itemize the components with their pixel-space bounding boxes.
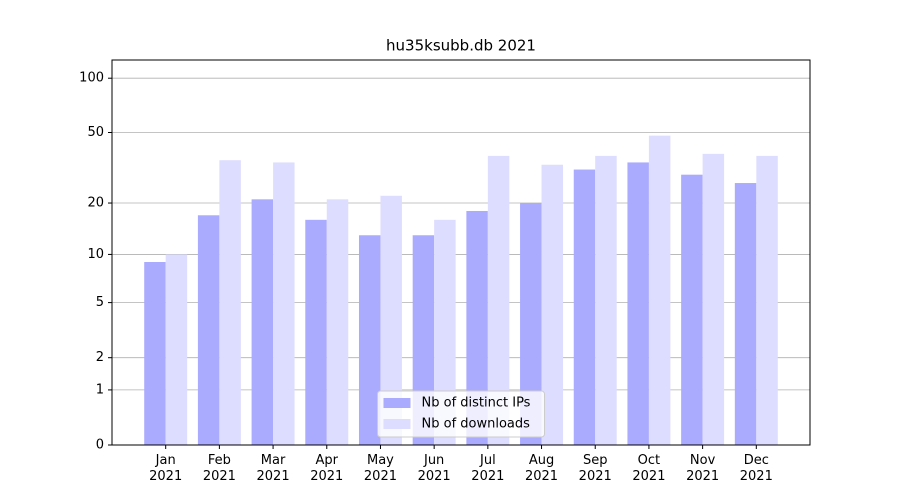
x-tick-label: May 2021 bbox=[363, 453, 397, 484]
y-tick-label: 20 bbox=[87, 196, 104, 211]
bar bbox=[487, 155, 510, 445]
bar bbox=[681, 174, 703, 445]
y-tick-label: 0 bbox=[96, 438, 104, 453]
bar bbox=[144, 261, 166, 445]
legend: Nb of distinct IPs Nb of downloads bbox=[377, 390, 545, 438]
bar bbox=[434, 219, 456, 445]
bar bbox=[702, 153, 725, 445]
bar bbox=[627, 162, 649, 445]
bar bbox=[541, 164, 564, 445]
x-tick-label: Mar 2021 bbox=[256, 453, 290, 484]
legend-box bbox=[377, 390, 545, 438]
y-tick-label: 5 bbox=[96, 295, 104, 310]
bar bbox=[251, 199, 274, 445]
plot-frame bbox=[111, 59, 811, 446]
x-tick-label: Jun 2021 bbox=[417, 453, 451, 484]
y-tick-label: 100 bbox=[79, 71, 104, 86]
bar bbox=[165, 254, 188, 445]
bar bbox=[358, 235, 381, 445]
x-tick-label: Dec 2021 bbox=[739, 453, 773, 484]
x-tick-label: Jul 2021 bbox=[471, 453, 505, 484]
legend-swatch bbox=[383, 398, 411, 408]
legend-label: Nb of distinct IPs bbox=[422, 396, 531, 411]
bar bbox=[326, 199, 349, 445]
x-tick-label: Oct 2021 bbox=[632, 453, 666, 484]
legend-swatch bbox=[383, 419, 411, 429]
bar bbox=[197, 215, 220, 445]
bar bbox=[734, 183, 757, 445]
y-tick-label: 2 bbox=[96, 350, 104, 365]
bar bbox=[219, 160, 241, 446]
x-tick-label: Sep 2021 bbox=[578, 453, 612, 484]
legend-label: Nb of downloads bbox=[422, 417, 531, 432]
bar bbox=[756, 155, 778, 445]
x-tick-label: Apr 2021 bbox=[310, 453, 344, 484]
bar bbox=[380, 195, 402, 445]
x-tick-label: Jan 2021 bbox=[149, 453, 183, 484]
y-tick-label: 10 bbox=[87, 247, 104, 262]
x-tick-label: Nov 2021 bbox=[686, 453, 720, 484]
bar bbox=[573, 169, 596, 445]
x-tick-label: Feb 2021 bbox=[202, 453, 236, 484]
bar bbox=[520, 203, 542, 445]
x-tick-label: Aug 2021 bbox=[524, 453, 559, 484]
bar bbox=[273, 162, 295, 445]
y-tick-label: 1 bbox=[96, 382, 104, 397]
bar bbox=[648, 135, 671, 445]
bar bbox=[305, 219, 327, 445]
y-tick-label: 50 bbox=[87, 125, 104, 140]
bar bbox=[595, 155, 617, 445]
bar bbox=[466, 210, 488, 445]
chart-title: hu35ksubb.db 2021 bbox=[386, 37, 536, 55]
